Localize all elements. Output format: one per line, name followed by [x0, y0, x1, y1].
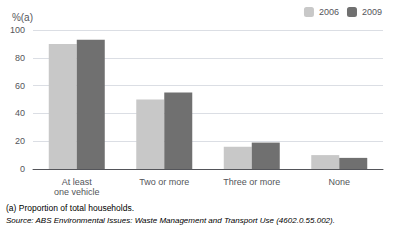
svg-text:%(a): %(a) — [12, 12, 33, 23]
svg-text:Two or more: Two or more — [139, 177, 189, 187]
svg-text:100: 100 — [10, 25, 25, 35]
svg-text:60: 60 — [15, 81, 25, 91]
svg-text:At least: At least — [62, 177, 93, 187]
svg-text:40: 40 — [15, 108, 25, 118]
svg-text:None: None — [328, 177, 350, 187]
svg-text:0: 0 — [20, 164, 25, 174]
svg-text:Source: ABS Environmental Issu: Source: ABS Environmental Issues: Waste … — [6, 216, 335, 225]
svg-text:Three or more: Three or more — [223, 177, 280, 187]
svg-text:80: 80 — [15, 53, 25, 63]
svg-text:one vehicle: one vehicle — [54, 187, 100, 197]
svg-text:20: 20 — [15, 136, 25, 146]
svg-text:2006: 2006 — [319, 7, 339, 17]
svg-text:(a) Proportion of total househ: (a) Proportion of total households. — [6, 203, 134, 213]
svg-text:2009: 2009 — [362, 7, 382, 17]
